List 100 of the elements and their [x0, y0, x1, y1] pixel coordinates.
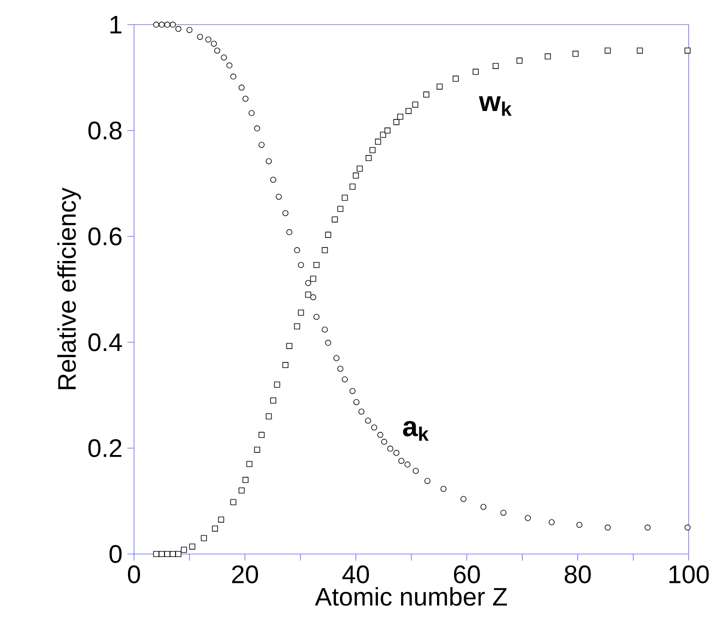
- point: [352, 172, 359, 179]
- point: [424, 478, 430, 484]
- point: [153, 551, 160, 557]
- point: [246, 461, 252, 468]
- point: [381, 438, 388, 445]
- point: [294, 247, 300, 254]
- series-label: a$_{k}$: [403, 421, 429, 441]
- point: [158, 22, 165, 28]
- point: [375, 138, 382, 145]
- point: [440, 486, 447, 492]
- point: [370, 147, 376, 154]
- point: [248, 110, 255, 116]
- point: [377, 432, 384, 438]
- point: [305, 292, 312, 298]
- point: [342, 376, 348, 382]
- point: [305, 280, 312, 286]
- y-tick-label: 0: [110, 545, 122, 563]
- point: [189, 544, 196, 550]
- point: [220, 54, 227, 60]
- point: [398, 458, 404, 464]
- point: [366, 155, 372, 162]
- point: [337, 366, 344, 372]
- point: [214, 48, 220, 54]
- point: [684, 524, 691, 531]
- point: [500, 510, 506, 516]
- point: [153, 22, 160, 28]
- point: [516, 58, 522, 64]
- point: [298, 310, 304, 316]
- x-tick-label: 60: [454, 565, 480, 584]
- point: [164, 551, 170, 557]
- point: [342, 194, 348, 201]
- point: [186, 26, 192, 33]
- point: [226, 62, 232, 68]
- point: [423, 92, 430, 98]
- x-tick-label: 40: [342, 565, 369, 584]
- x-tick-label: 80: [564, 565, 591, 584]
- point: [412, 468, 419, 474]
- point: [397, 114, 404, 120]
- point: [254, 125, 260, 132]
- point: [636, 48, 643, 54]
- point: [274, 382, 280, 388]
- point: [684, 48, 691, 54]
- y-tick-label: 0.8: [88, 122, 122, 140]
- point: [406, 108, 412, 114]
- point: [286, 342, 292, 349]
- point: [365, 418, 372, 424]
- y-tick-label: 1: [110, 16, 122, 34]
- point: [258, 432, 265, 438]
- point: [282, 210, 288, 216]
- point: [313, 262, 320, 268]
- point: [258, 142, 265, 148]
- point: [270, 176, 276, 183]
- point: [380, 132, 386, 138]
- point: [238, 84, 245, 91]
- point: [333, 355, 340, 362]
- point: [197, 34, 204, 40]
- point: [544, 53, 551, 60]
- point: [356, 166, 363, 172]
- point: [254, 446, 260, 453]
- point: [310, 294, 316, 300]
- point: [480, 504, 486, 510]
- point: [270, 397, 276, 404]
- point: [393, 119, 400, 126]
- point: [358, 408, 364, 415]
- point: [212, 526, 218, 532]
- y-tick-label: 0.2: [88, 439, 122, 458]
- point: [158, 551, 165, 557]
- point: [200, 535, 207, 542]
- x-axis-title: Atomic number Z: [314, 587, 507, 606]
- point: [282, 362, 288, 368]
- point: [412, 102, 418, 108]
- point: [436, 84, 443, 90]
- point: [298, 262, 304, 268]
- x-tick-label: 20: [232, 565, 258, 584]
- point: [604, 524, 611, 531]
- point: [242, 96, 248, 102]
- point: [266, 413, 272, 420]
- point: [322, 326, 328, 333]
- point: [572, 50, 579, 57]
- point: [371, 424, 378, 430]
- point: [242, 476, 248, 483]
- point: [350, 184, 356, 190]
- x-tick-label: 0: [128, 565, 140, 584]
- point: [266, 158, 272, 164]
- point: [644, 524, 651, 531]
- point: [393, 450, 400, 456]
- point: [325, 232, 332, 238]
- point: [492, 62, 499, 69]
- point: [170, 551, 176, 557]
- point: [548, 519, 555, 526]
- point: [387, 446, 394, 452]
- x-tick-label: 100: [669, 565, 709, 584]
- point: [175, 26, 182, 32]
- point: [175, 551, 182, 557]
- point: [230, 499, 236, 506]
- point: [294, 323, 300, 330]
- point: [452, 76, 459, 82]
- point: [576, 522, 582, 528]
- point: [350, 388, 356, 394]
- point: [180, 546, 187, 553]
